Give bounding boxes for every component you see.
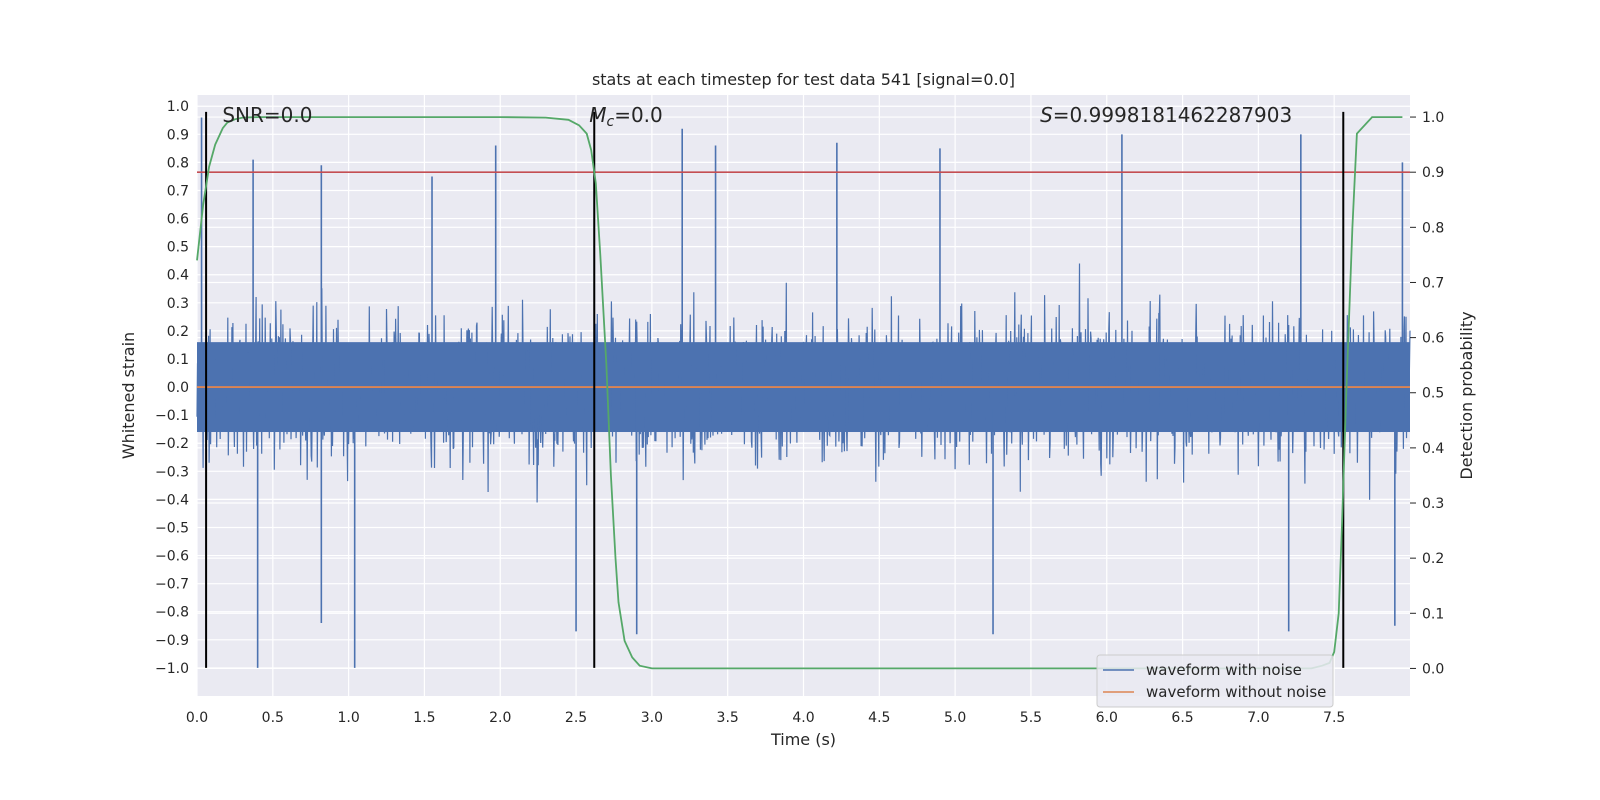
- x-tick-label: 2.5: [565, 710, 587, 726]
- annotation-score: S=0.9998181462287903: [1040, 103, 1292, 127]
- y2-tick-label: 0.8: [1422, 220, 1444, 236]
- y-tick-label: 0.1: [167, 352, 189, 368]
- y-tick-label: 0.6: [167, 212, 189, 228]
- x-tick-label: 6.5: [1171, 710, 1193, 726]
- noise-trace: [196, 263, 1411, 503]
- x-tick-label: 3.0: [641, 710, 663, 726]
- x-tick-label: 3.5: [717, 710, 739, 726]
- y-tick-label: 0.3: [167, 296, 189, 312]
- y2-tick-label: 0.1: [1422, 606, 1444, 622]
- x-tick-label: 1.0: [337, 710, 359, 726]
- y2-axis-label: Detection probability: [1457, 311, 1476, 479]
- y2-tick-label: 1.0: [1422, 110, 1444, 126]
- y-tick-label: −0.1: [155, 408, 189, 424]
- y-tick-label: −0.6: [155, 549, 189, 565]
- y-tick-label: 0.2: [167, 324, 189, 340]
- annotation-score-symbol: S: [1040, 103, 1053, 127]
- y2-tick-label: 0.7: [1422, 275, 1444, 291]
- y2-tick-label: 0.6: [1422, 331, 1444, 347]
- y-tick-label: −0.7: [155, 577, 189, 593]
- x-tick-label: 6.0: [1096, 710, 1118, 726]
- y2-tick-label: 0.5: [1422, 386, 1444, 402]
- legend-label-with-noise: waveform with noise: [1146, 661, 1302, 679]
- legend-frame: [1096, 654, 1334, 708]
- x-tick-label: 1.5: [413, 710, 435, 726]
- y-tick-label: 0.0: [167, 380, 189, 396]
- y2-tick-label: 0.4: [1422, 441, 1444, 457]
- y-tick-label: −0.5: [155, 520, 189, 536]
- x-tick-label: 7.5: [1323, 710, 1345, 726]
- x-tick-label: 0.0: [186, 710, 208, 726]
- y-tick-label: 0.4: [167, 268, 189, 284]
- y2-tick-label: 0.2: [1422, 551, 1444, 567]
- y-tick-label: −0.4: [155, 492, 189, 508]
- x-tick-label: 5.0: [944, 710, 966, 726]
- annotation-snr: SNR=0.0: [222, 103, 312, 127]
- y-tick-label: 0.9: [167, 127, 189, 143]
- annotation-score-value: =0.9998181462287903: [1053, 103, 1292, 127]
- annotation-chirp-mass-symbol: M: [589, 103, 606, 127]
- y-tick-label: 0.5: [167, 240, 189, 256]
- y-tick-label: −0.2: [155, 436, 189, 452]
- x-tick-label: 7.0: [1247, 710, 1269, 726]
- annotation-chirp-mass: Mc=0.0: [589, 103, 663, 130]
- legend: waveform with noise waveform without noi…: [1096, 654, 1334, 708]
- annotation-chirp-mass-subscript: c: [606, 114, 614, 130]
- x-axis-label: Time (s): [770, 730, 836, 749]
- series-detection-probability: [196, 116, 1403, 670]
- y2-tick-label: 0.0: [1422, 661, 1444, 677]
- overlays: [196, 111, 1410, 670]
- legend-label-without-noise: waveform without noise: [1146, 683, 1326, 701]
- y-tick-label: −0.9: [155, 633, 189, 649]
- y2-tick-label: 0.3: [1422, 496, 1444, 512]
- chart-title: stats at each timestep for test data 541…: [592, 70, 1015, 89]
- y-tick-label: −0.8: [155, 605, 189, 621]
- y-tick-label: −0.3: [155, 464, 189, 480]
- x-tick-label: 0.5: [262, 710, 284, 726]
- y2-tick-label: 0.9: [1422, 165, 1444, 181]
- axes: 0.0 0.5 1.0 1.5 2.0 2.5 3.0 3.5 4.0 4.5 5.0 5.5 6.0 6…: [155, 99, 1444, 726]
- annotation-chirp-mass-value: =0.0: [614, 103, 663, 127]
- x-tick-label: 5.5: [1020, 710, 1042, 726]
- y-tick-label: 0.8: [167, 155, 189, 171]
- x-tick-label: 4.5: [868, 710, 890, 726]
- y-axis-label: Whitened strain: [119, 332, 138, 459]
- y-tick-label: −1.0: [155, 661, 189, 677]
- x-tick-label: 4.0: [792, 710, 814, 726]
- x-tick-label: 2.0: [489, 710, 511, 726]
- y-tick-label: 1.0: [167, 99, 189, 115]
- y-tick-label: 0.7: [167, 183, 189, 199]
